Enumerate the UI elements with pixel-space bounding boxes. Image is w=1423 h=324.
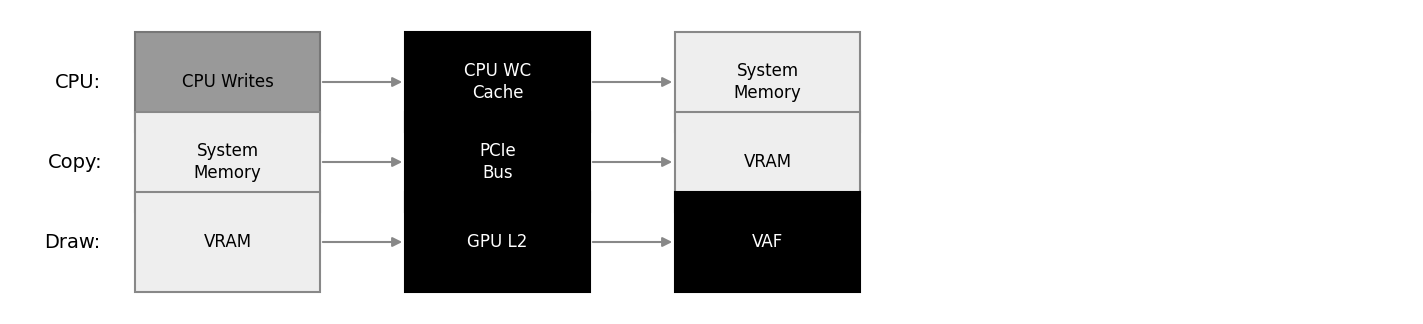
Bar [675,192,859,292]
Text: CPU:: CPU: [55,73,101,91]
Bar [135,112,320,212]
Bar [406,112,591,212]
Text: VRAM: VRAM [203,233,252,251]
Text: GPU L2: GPU L2 [467,233,528,251]
Bar [675,112,859,212]
Bar [406,32,591,132]
Bar [675,32,859,132]
Text: System
Memory: System Memory [734,62,801,102]
Text: CPU Writes: CPU Writes [182,73,273,91]
Bar [135,192,320,292]
Text: PCIe
Bus: PCIe Bus [480,142,517,182]
Text: System
Memory: System Memory [194,142,262,182]
Text: CPU WC
Cache: CPU WC Cache [464,62,531,102]
Bar [406,192,591,292]
Text: VAF: VAF [751,233,783,251]
Text: Draw:: Draw: [44,233,100,251]
Bar [135,32,320,132]
Text: Copy:: Copy: [48,153,102,171]
Text: VRAM: VRAM [743,153,791,171]
